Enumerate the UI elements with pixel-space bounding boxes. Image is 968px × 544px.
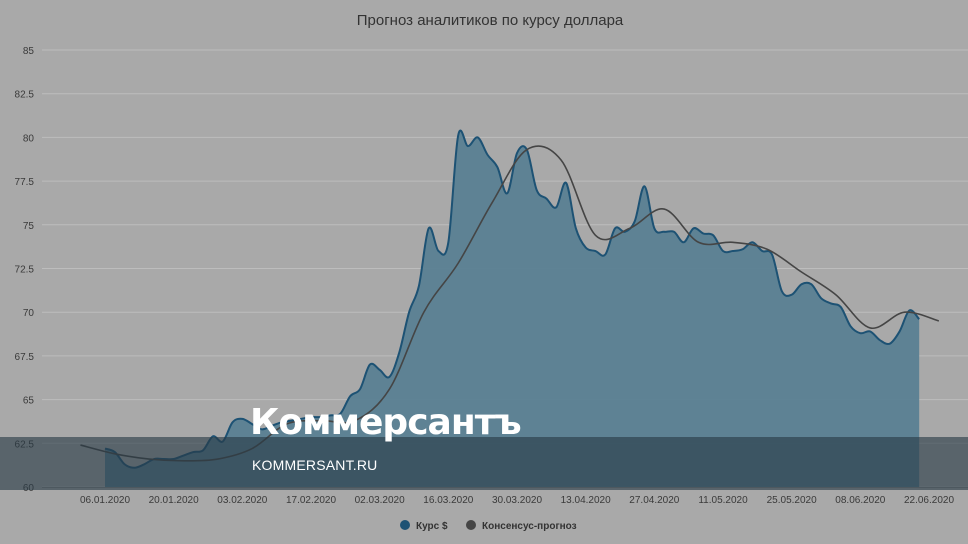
rate-series (104, 129, 920, 487)
y-tick-label: 85 (23, 46, 35, 57)
y-tick-label: 75 (23, 221, 35, 232)
y-tick-label: 65 (23, 396, 35, 407)
legend-marker-rate (400, 520, 410, 530)
x-tick-label: 27.04.2020 (629, 495, 679, 506)
y-tick-label: 82.5 (15, 90, 35, 101)
y-tick-label: 67.5 (15, 352, 35, 363)
legend-label-consensus: Консенсус-прогноз (482, 521, 577, 532)
watermark-band (0, 437, 968, 490)
legend-marker-consensus (466, 520, 476, 530)
watermark-logo: Коммерсантъ (250, 402, 522, 443)
x-tick-label: 13.04.2020 (561, 495, 611, 506)
x-tick-label: 03.02.2020 (217, 495, 267, 506)
x-tick-label: 20.01.2020 (149, 495, 199, 506)
chart-title: Прогноз аналитиков по курсу доллара (357, 12, 624, 29)
x-tick-label: 11.05.2020 (698, 495, 748, 506)
legend-item-consensus[interactable]: Консенсус-прогноз (466, 520, 577, 532)
watermark-url[interactable]: KOMMERSANT.RU (252, 457, 378, 473)
x-tick-label: 22.06.2020 (904, 495, 954, 506)
x-tick-label: 17.02.2020 (286, 495, 336, 506)
legend-item-rate[interactable]: Курс $ (400, 520, 448, 532)
x-tick-label: 06.01.2020 (80, 495, 130, 506)
legend: Курс $ Консенсус-прогноз (400, 520, 577, 532)
y-tick-label: 70 (23, 308, 35, 319)
rate-line (104, 129, 920, 469)
y-tick-label: 80 (23, 133, 35, 144)
rate-area (105, 130, 920, 487)
y-tick-label: 72.5 (15, 265, 35, 276)
x-axis: 06.01.2020 20.01.2020 03.02.2020 17.02.2020… (42, 487, 968, 506)
x-tick-label: 30.03.2020 (492, 495, 542, 506)
x-tick-label: 02.03.2020 (355, 495, 405, 506)
x-tick-label: 08.06.2020 (835, 495, 885, 506)
x-tick-label: 25.05.2020 (767, 495, 817, 506)
y-tick-label: 77.5 (15, 177, 35, 188)
x-tick-label: 16.03.2020 (423, 495, 473, 506)
legend-label-rate: Курс $ (416, 521, 448, 532)
